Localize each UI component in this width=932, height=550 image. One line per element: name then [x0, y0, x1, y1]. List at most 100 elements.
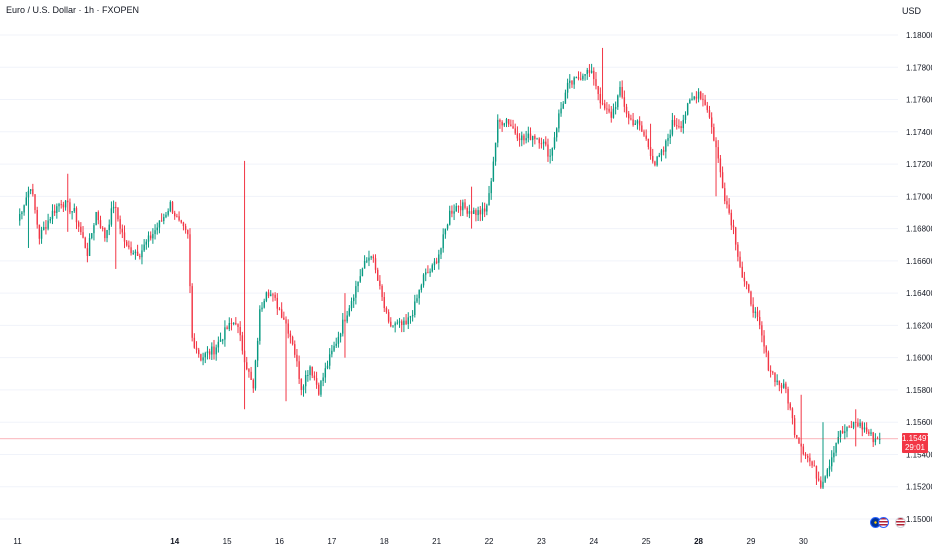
candle [333, 341, 335, 353]
candle-body [865, 427, 868, 432]
candle [654, 160, 656, 167]
candle-body [634, 123, 636, 125]
candle-body [235, 322, 237, 325]
candle-body [191, 286, 193, 338]
candle-body [813, 465, 815, 467]
candle [481, 202, 484, 221]
candle [479, 205, 482, 222]
candle-body [342, 319, 344, 334]
candle-body [357, 281, 359, 287]
candle-body [682, 119, 685, 129]
candle-body [835, 442, 837, 453]
candle-body [837, 436, 839, 443]
candle [348, 305, 351, 317]
candle-body [684, 114, 687, 120]
candle-body [304, 375, 307, 387]
candle [521, 131, 523, 147]
candle-body [237, 324, 239, 327]
candle-body [521, 135, 523, 141]
candle [222, 338, 224, 345]
candle-body [518, 138, 521, 141]
currency-button[interactable]: USD [901, 6, 921, 16]
candle [328, 348, 331, 370]
candle [387, 309, 390, 324]
candle [195, 341, 198, 354]
candle-body [512, 126, 514, 129]
candle-body [868, 431, 870, 434]
candle-body [40, 229, 43, 239]
candle [809, 453, 811, 467]
candle [619, 81, 621, 98]
candle [431, 263, 433, 273]
candle-body [296, 354, 298, 362]
candle-body [817, 478, 820, 481]
candle [780, 382, 783, 394]
candle [62, 201, 65, 212]
candle-body [617, 95, 619, 108]
candle-body [449, 210, 451, 225]
candle-body [136, 251, 139, 256]
candle [575, 76, 578, 79]
candle [579, 71, 582, 81]
us-flag-icon[interactable] [878, 517, 889, 528]
candle [617, 94, 619, 110]
candle-body [134, 251, 137, 254]
candle-body [58, 204, 60, 207]
candle-body [726, 201, 728, 205]
candle [737, 242, 739, 262]
candle [318, 382, 320, 396]
candle-body [680, 126, 682, 129]
candle [732, 219, 735, 235]
candle-body [383, 297, 385, 309]
candle [246, 356, 248, 371]
candle-body [479, 210, 482, 215]
us-flag-icon[interactable] [895, 517, 906, 528]
candle [213, 339, 215, 360]
candle [859, 419, 861, 429]
candle [540, 137, 543, 149]
candle-body [597, 86, 599, 95]
candle-body [466, 207, 468, 214]
candle [342, 312, 344, 337]
candle-body [160, 220, 163, 222]
candle-body [91, 233, 93, 239]
candle-body [831, 457, 833, 467]
candle [235, 317, 237, 326]
candle [418, 289, 420, 305]
candle [211, 342, 213, 361]
candle-body [527, 133, 530, 139]
candle-body [545, 141, 547, 145]
candle-body [433, 261, 436, 266]
price-axis[interactable]: 1.18000 1.17800 1.17600 1.17400 1.17200 1.170… [906, 31, 932, 524]
candle-body [366, 260, 368, 262]
candle-body [859, 422, 861, 427]
candle-body [453, 211, 455, 214]
candle-body [283, 317, 285, 320]
time-axis[interactable]: 11 14 15 16 17 18 21 22 23 24 25 28 29 30 [13, 537, 808, 546]
candle [304, 370, 307, 394]
candle-body [669, 134, 671, 139]
candle-body [230, 323, 233, 325]
candle [289, 330, 292, 344]
candle [136, 244, 139, 256]
candle [141, 244, 143, 265]
candle [32, 183, 34, 197]
candle [416, 294, 418, 304]
candle [612, 103, 615, 119]
candle [547, 138, 549, 162]
candle [512, 119, 514, 129]
candle-body [630, 118, 632, 120]
candle [717, 140, 719, 163]
candle [25, 191, 27, 206]
candle [503, 122, 506, 127]
candle [676, 118, 678, 130]
candle-body [228, 323, 230, 330]
candle-body [29, 189, 32, 191]
candle-body [154, 230, 156, 235]
candle [710, 112, 713, 134]
candle [265, 291, 268, 303]
candle-body [510, 124, 512, 127]
candle [453, 204, 455, 221]
candle [215, 344, 217, 361]
